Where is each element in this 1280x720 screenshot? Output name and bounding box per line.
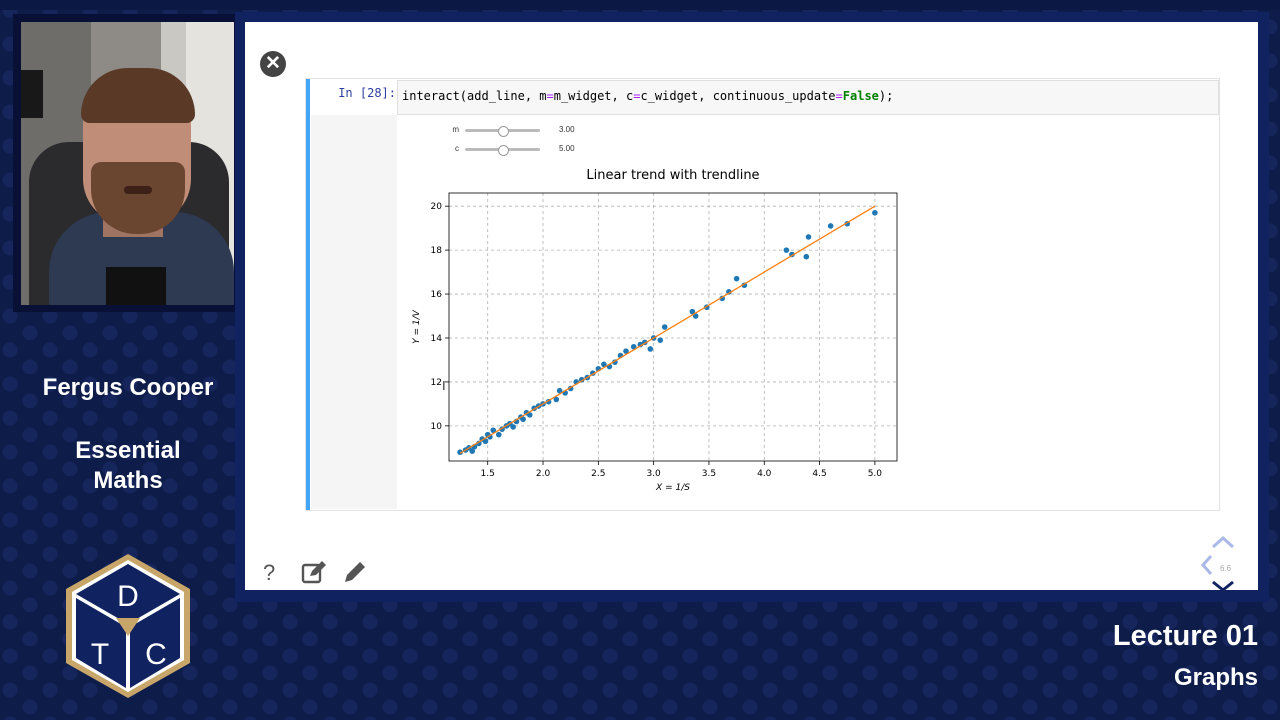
scatter-point xyxy=(482,438,489,445)
slider-c-label: c xyxy=(455,144,459,153)
scatter-point xyxy=(556,387,563,394)
x-tick-label: 4.0 xyxy=(757,469,772,479)
course-title-line1: Essential xyxy=(75,437,181,464)
trendline xyxy=(459,205,876,454)
lecture-title: Lecture 01 xyxy=(1112,620,1258,652)
slider-c-track[interactable] xyxy=(465,145,540,156)
scatter-point xyxy=(510,424,516,430)
presenter-name: Fergus Cooper xyxy=(42,374,214,401)
input-prompt: In [28]: xyxy=(338,86,396,100)
scatter-point xyxy=(805,234,812,240)
x-tick-label: 5.0 xyxy=(868,469,883,479)
x-axis-label: X = 1/S xyxy=(655,483,690,493)
course-title-line2: Maths xyxy=(93,467,163,494)
scatter-point xyxy=(526,412,533,418)
slide-navigation xyxy=(1200,535,1235,592)
scatter-point xyxy=(661,324,668,330)
plot-frame xyxy=(448,192,898,462)
question-icon[interactable]: ? xyxy=(263,560,276,585)
slide-content: ✕ In [28]: interact(add_line, m=m_widget… xyxy=(245,22,1258,592)
dtc-logo: D T C xyxy=(66,554,190,698)
scatter-point xyxy=(495,431,502,438)
slider-c-handle[interactable] xyxy=(497,145,509,156)
scatter-point xyxy=(657,337,664,343)
nav-down-icon[interactable] xyxy=(1212,580,1234,592)
y-tick-label: 20 xyxy=(431,202,443,212)
output-prompt-area xyxy=(311,115,397,509)
scatter-point xyxy=(553,396,560,403)
scatter-point xyxy=(692,313,699,319)
scatter-point xyxy=(630,343,637,350)
webcam-image xyxy=(21,22,234,305)
y-tick-label: 14 xyxy=(431,334,443,344)
cell-selection-bar xyxy=(306,79,310,510)
slider-m-label: m xyxy=(452,125,459,134)
scatter-point xyxy=(803,253,810,260)
edit-icon[interactable] xyxy=(301,560,327,584)
webcam-feed xyxy=(13,14,241,312)
scatter-point xyxy=(457,449,463,456)
chart-title: Linear trend with trendline xyxy=(586,168,759,183)
code-line: interact(add_line, m=m_widget, c=c_widge… xyxy=(402,89,894,103)
x-tick-label: 3.0 xyxy=(646,469,661,479)
pencil-icon[interactable] xyxy=(343,560,367,584)
slider-m-value: 3.00 xyxy=(559,125,575,134)
slider-m-handle[interactable] xyxy=(497,126,509,137)
logo-letter-c: C xyxy=(145,638,167,671)
scatter-point xyxy=(647,346,654,352)
text-cursor-icon: I xyxy=(442,378,446,393)
course-title: Essential Maths xyxy=(0,436,256,496)
y-tick-label: 10 xyxy=(431,422,443,432)
y-axis-label: Y = 1/V xyxy=(412,309,422,344)
y-tick-label: 12 xyxy=(431,378,442,388)
code-input[interactable]: interact(add_line, m=m_widget, c=c_widge… xyxy=(397,80,1219,115)
x-tick-label: 2.5 xyxy=(591,469,605,479)
x-tick-label: 2.0 xyxy=(536,469,551,479)
slider-m-track[interactable] xyxy=(465,126,540,137)
notebook-cell[interactable]: In [28]: interact(add_line, m=m_widget, … xyxy=(305,78,1220,511)
nav-up-icon[interactable] xyxy=(1211,535,1235,549)
scatter-point xyxy=(689,308,696,315)
nav-left-icon[interactable] xyxy=(1200,555,1213,575)
x-tick-label: 1.5 xyxy=(481,469,495,479)
close-icon[interactable]: ✕ xyxy=(260,51,286,77)
scatter-point xyxy=(623,348,629,354)
scatter-point xyxy=(872,209,878,216)
x-tick-label: 4.5 xyxy=(812,469,826,479)
y-tick-label: 16 xyxy=(431,290,443,300)
scatter-point xyxy=(601,361,607,368)
x-tick-label: 3.5 xyxy=(702,469,716,479)
logo-letter-t: T xyxy=(91,638,109,671)
scatter-point xyxy=(733,275,740,282)
scatter-point xyxy=(783,247,790,253)
scatter-chart: Linear trend with trendline 1.5 2.0 2.5 3.0 3… xyxy=(412,168,898,493)
y-tick-label: 18 xyxy=(431,246,443,256)
top-strip xyxy=(0,0,1280,10)
lecture-topic: Graphs xyxy=(1173,664,1258,691)
slide-number: 6.6 xyxy=(1220,564,1232,573)
scatter-point xyxy=(469,448,476,454)
scatter-point xyxy=(827,223,834,229)
slider-c-value: 5.00 xyxy=(559,144,575,153)
slide-frame: ✕ In [28]: interact(add_line, m=m_widget… xyxy=(235,12,1269,602)
scatter-point xyxy=(520,416,526,423)
logo-letter-d: D xyxy=(117,580,139,613)
scatter-point xyxy=(490,427,497,434)
